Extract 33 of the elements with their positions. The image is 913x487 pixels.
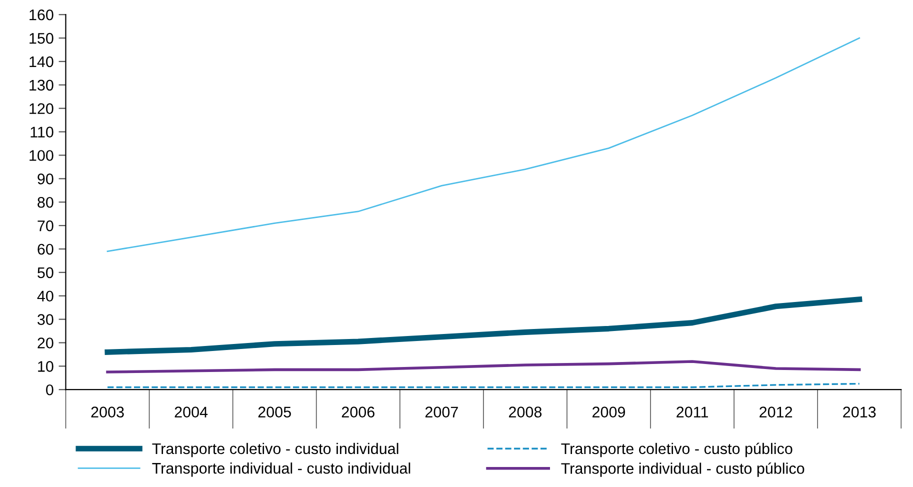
y-tick-label: 150 [30, 32, 54, 44]
y-tick-label: 110 [30, 126, 54, 138]
y-tick-label: 50 [38, 267, 54, 278]
y-tick-label: 80 [38, 196, 54, 208]
y-tick-label: 40 [37, 290, 54, 302]
x-tick-label: 2003 [91, 406, 124, 418]
legend-label: Transporte coletivo - custo individual [152, 442, 398, 458]
y-tick-label: 160 [30, 9, 54, 20]
x-tick-label: 2012 [760, 406, 792, 418]
x-tick-label: 2005 [258, 406, 291, 418]
x-tick-label: 2007 [425, 406, 458, 418]
x-tick-label: 2006 [342, 406, 374, 418]
legend-label: Transporte individual - custo público [561, 462, 804, 477]
x-tick-label: 2011 [676, 406, 708, 418]
legend-label: Transporte individual - custo individual [152, 462, 410, 477]
x-tick-label: 2008 [508, 406, 542, 418]
y-tick-label: 90 [38, 174, 54, 184]
line-series [106, 360, 861, 374]
x-tick-label: 2013 [843, 406, 876, 418]
line-series [106, 37, 860, 252]
x-tick-label: 2009 [592, 406, 626, 418]
y-tick-label: 0 [46, 384, 54, 396]
x-tick-label: 2004 [174, 406, 208, 418]
y-tick-label: 30 [38, 314, 54, 325]
y-tick-label: 100 [30, 150, 54, 161]
y-tick-label: 60 [38, 244, 54, 255]
y-tick-label: 10 [38, 361, 54, 372]
y-tick-label: 130 [30, 80, 54, 91]
y-tick-label: 20 [38, 338, 54, 348]
y-tick-label: 120 [30, 103, 54, 114]
y-tick-label: 70 [38, 220, 54, 232]
legend-label: Transporte coletivo - custo público [561, 442, 792, 458]
y-tick-label: 140 [30, 56, 54, 68]
